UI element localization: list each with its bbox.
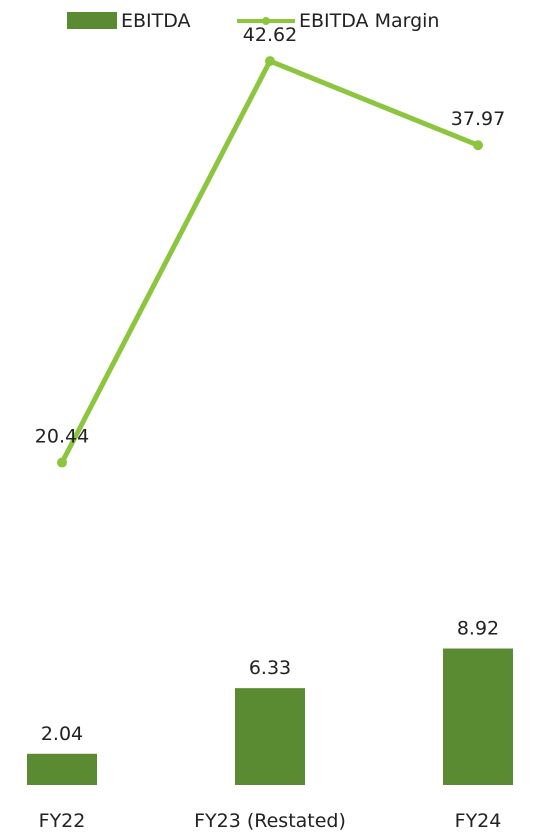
legend-swatch-ebitda [67, 12, 117, 29]
legend-label-ebitda-margin: EBITDA Margin [299, 10, 439, 32]
legend-marker-ebitda-margin [262, 17, 270, 25]
data-labels: 2.04 6.33 8.92 20.44 42.62 37.97 [35, 24, 505, 745]
ebitda-margin-label-fy22: 20.44 [35, 426, 89, 448]
legend-label-ebitda: EBITDA [121, 10, 191, 32]
ebitda-bar-label-fy24: 8.92 [457, 618, 499, 640]
ebitda-bar-label-fy23-restated: 6.33 [249, 657, 291, 679]
x-tick-label-fy24: FY24 [455, 810, 502, 832]
ebitda-margin-point-fy24 [473, 140, 483, 151]
ebitda-margin-point-fy22 [57, 457, 67, 468]
x-axis-tick-labels: FY22 FY23 (Restated) FY24 [39, 810, 502, 832]
ebitda-bar-fy24 [443, 648, 513, 785]
ebitda-bar-label-fy22: 2.04 [41, 723, 83, 745]
ebitda-margin-label-fy23-restated: 42.62 [243, 24, 297, 46]
x-tick-label-fy23-restated: FY23 (Restated) [194, 810, 346, 832]
legend: EBITDA EBITDA Margin [67, 10, 439, 32]
ebitda-bar-fy23-restated [235, 688, 305, 785]
ebitda-margin-line-layer [57, 56, 483, 468]
ebitda-margin-label-fy24: 37.97 [451, 108, 505, 130]
ebitda-bars [27, 648, 513, 785]
ebitda-bar-fy22 [27, 753, 97, 785]
ebitda-margin-point-fy23-restated [265, 56, 275, 67]
ebitda-margin-line [59, 58, 481, 466]
x-tick-label-fy22: FY22 [39, 810, 86, 832]
